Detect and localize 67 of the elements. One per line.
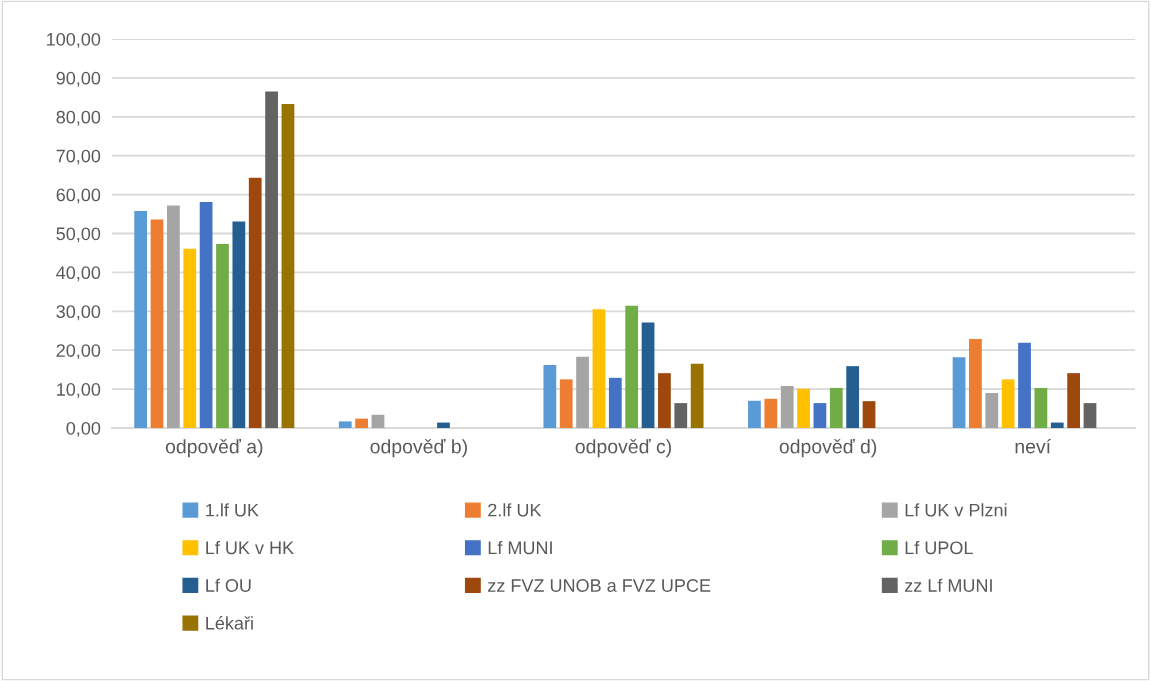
bar (813, 403, 827, 428)
legend-label: Lf UK v Plzni (905, 503, 1007, 517)
y-tick-label: 80,00 (56, 110, 101, 126)
y-tick-label: 20,00 (56, 344, 101, 360)
bar (764, 398, 778, 428)
bar (969, 338, 982, 428)
bar (1001, 379, 1015, 428)
y-tick-label: 0,00 (66, 421, 101, 437)
legend-label: Lf UPOL (905, 540, 973, 555)
bar (281, 103, 295, 428)
bar (183, 248, 197, 428)
bar (780, 385, 794, 428)
bar (437, 422, 450, 428)
bar (748, 400, 761, 428)
bar (1018, 342, 1031, 428)
y-tick-label: 50,00 (56, 227, 101, 243)
y-tick-label: 30,00 (56, 305, 101, 321)
bar (797, 388, 810, 428)
legend-label: Lékaři (206, 616, 253, 630)
bar (829, 387, 843, 428)
y-tick-label: 100,00 (47, 32, 101, 48)
bar (1034, 387, 1048, 428)
bar (1050, 422, 1064, 428)
bar (576, 356, 589, 428)
bar (608, 377, 622, 428)
bar (1083, 403, 1097, 428)
legend-label: Lf MUNI (488, 540, 552, 555)
bar (355, 418, 368, 428)
bar (167, 205, 180, 428)
bar (625, 305, 639, 428)
bar (232, 221, 246, 428)
bar (150, 219, 164, 428)
bar (248, 177, 262, 428)
bar (592, 309, 606, 428)
legend-label: Lf UK v HK (206, 540, 294, 555)
x-tick-label: odpověď c) (575, 439, 671, 458)
bar (690, 363, 704, 428)
legend-label: 2.lf UK (488, 503, 542, 517)
y-tick-label: 90,00 (56, 71, 101, 87)
legend-label: Lf OU (206, 578, 251, 592)
bar (543, 364, 557, 428)
bar (674, 403, 688, 428)
x-tick-label: neví (1015, 438, 1051, 454)
legend-label: zz Lf MUNI (904, 578, 992, 592)
bar (952, 357, 966, 428)
bar (985, 392, 999, 428)
y-tick-label: 60,00 (56, 188, 101, 204)
legend-label: zz FVZ UNOB a FVZ UPCE (488, 579, 711, 592)
bar (265, 91, 278, 428)
x-tick-label: odpověď d) (779, 439, 877, 458)
bar (199, 201, 213, 428)
y-tick-label: 10,00 (57, 383, 101, 398)
bar (846, 366, 860, 428)
bar (641, 322, 655, 428)
y-tick-label: 40,00 (56, 266, 101, 282)
y-tick-label: 70,00 (56, 149, 101, 165)
x-tick-label: odpověď b) (370, 439, 467, 458)
bar (658, 373, 671, 428)
bar (862, 401, 876, 428)
bar (134, 210, 148, 428)
bar (338, 421, 352, 428)
bar (559, 379, 573, 428)
bar (371, 414, 385, 428)
bar (1067, 373, 1080, 428)
x-tick-label: odpověď a) (165, 439, 263, 458)
legend-label: 1.lf UK (206, 503, 259, 517)
bar (216, 244, 229, 428)
